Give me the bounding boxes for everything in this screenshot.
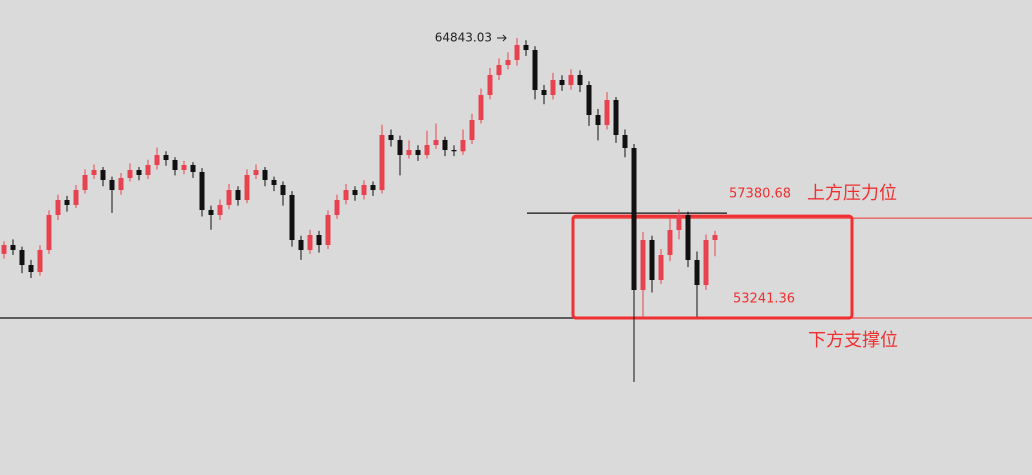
candle-body (703, 239, 709, 286)
candle-body (280, 185, 286, 196)
candle-body (100, 169, 106, 180)
candle-body (424, 144, 430, 156)
candle-body (343, 190, 349, 201)
candle-body (487, 74, 493, 96)
candle-body (460, 139, 466, 152)
candle-body (532, 50, 538, 91)
candle-body (415, 150, 421, 156)
support-name: 下方支撑位 (808, 330, 898, 351)
candle-body (226, 190, 232, 205)
candle-body (163, 155, 169, 161)
candle-body (577, 74, 583, 86)
candle-body (352, 190, 358, 196)
candle-body (91, 169, 97, 175)
candle-body (307, 235, 313, 251)
candle-body (217, 204, 223, 215)
candle-body (631, 148, 637, 291)
support-value: 53241.36 (733, 292, 795, 307)
candle-body (109, 179, 115, 191)
candles (1, 37, 718, 382)
candle-body (10, 244, 16, 251)
candle-body (478, 95, 484, 121)
candle-body (208, 209, 214, 215)
candle-body (64, 200, 70, 205)
candle-body (379, 135, 385, 191)
candle-body (496, 65, 502, 75)
resistance-value: 57380.68 (729, 187, 791, 202)
candle-body (244, 174, 250, 201)
labels: 57380.68 上方压力位 53241.36 下方支撑位 64843.03 (435, 30, 898, 351)
candle-body (298, 239, 304, 251)
candle-body (469, 120, 475, 140)
candle-body (19, 250, 25, 266)
candle-body (550, 79, 556, 96)
candle-body (712, 235, 718, 240)
candle-body (397, 139, 403, 156)
peak-label: 64843.03 (435, 30, 492, 44)
candle-body (676, 214, 682, 231)
candle-body (199, 172, 205, 210)
candle-body (235, 190, 241, 201)
candle-body (154, 155, 160, 166)
candle-body (136, 169, 142, 175)
candle-body (145, 165, 151, 175)
candle-body (127, 169, 133, 179)
levels (0, 212, 1032, 320)
candle-body (649, 239, 655, 280)
candle-body (190, 165, 196, 173)
candle-body (361, 185, 367, 196)
candle-body (388, 135, 394, 140)
candle-body (1, 244, 7, 254)
candle-body (325, 214, 331, 245)
candle-body (559, 79, 565, 86)
candle-body (595, 114, 601, 126)
candle-body (442, 139, 448, 151)
candle-body (640, 239, 646, 291)
candle-body (658, 255, 664, 280)
candle-body (586, 85, 592, 115)
candle-body (622, 135, 628, 149)
candle-body (370, 185, 376, 191)
candle-body (541, 90, 547, 96)
candle-body (505, 60, 511, 66)
candle-body (433, 139, 439, 145)
candle-body (316, 235, 322, 245)
candle-body (37, 250, 43, 273)
candle-body (253, 169, 259, 175)
candle-body (613, 100, 619, 136)
candle-body (118, 178, 124, 191)
candle-body (73, 190, 79, 205)
candle-body (523, 44, 529, 51)
candle-body (694, 260, 700, 286)
candle-body (604, 100, 610, 126)
candle-body (28, 265, 34, 273)
peak-arrow (497, 34, 507, 42)
candle-body (181, 165, 187, 170)
candle-body (289, 195, 295, 240)
range-box (571, 214, 854, 320)
candle-body (406, 150, 412, 156)
candle-body (667, 230, 673, 256)
candle-body (262, 169, 268, 180)
candle-body (271, 179, 277, 186)
candle-body (334, 200, 340, 215)
candle-body (568, 74, 574, 86)
candle-body (46, 214, 52, 251)
candle-body (82, 174, 88, 191)
candle-body (172, 160, 178, 170)
candle-body (451, 150, 457, 152)
candle-body (55, 200, 61, 215)
candle-body (514, 44, 520, 61)
candle-body (685, 214, 691, 261)
resistance-name: 上方压力位 (807, 183, 897, 204)
